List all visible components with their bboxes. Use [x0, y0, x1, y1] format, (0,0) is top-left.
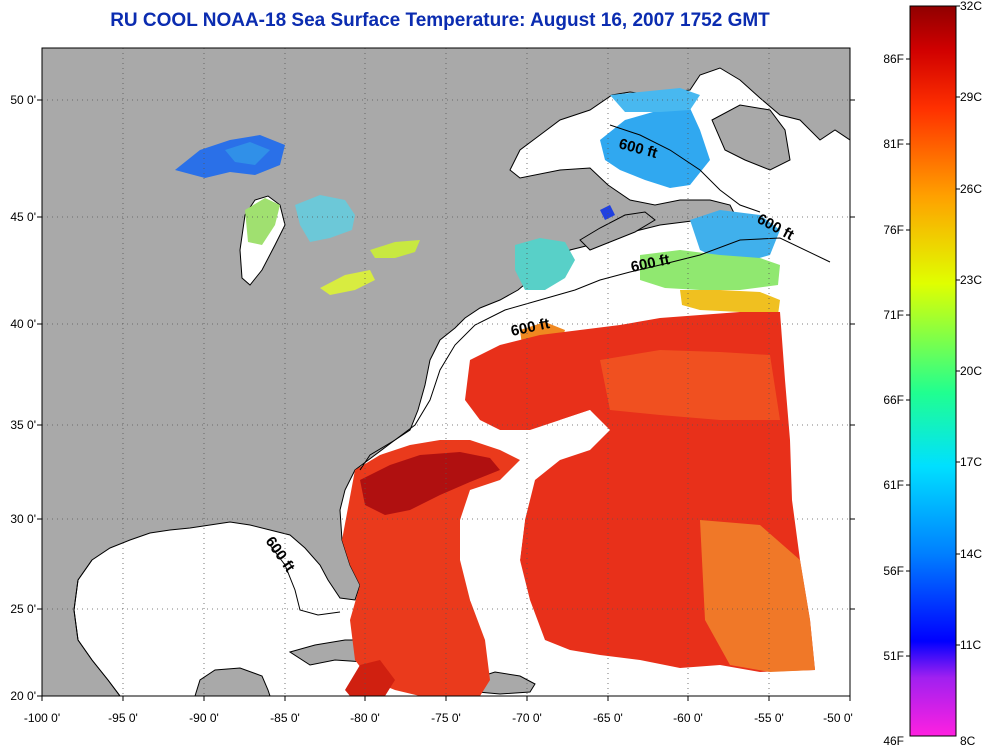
sst-cold-region: [175, 88, 780, 295]
colorbar-label-c: 17C: [960, 455, 982, 469]
colorbar-label-c: 20C: [960, 364, 982, 378]
lon-tick-label: -80 0': [350, 711, 380, 725]
colorbar-label-c: 8C: [960, 734, 976, 748]
sst-mid-region: [520, 250, 780, 350]
lon-tick-label: -70 0': [512, 711, 542, 725]
colorbar-label-f: 71F: [883, 308, 904, 322]
graticule: [42, 48, 850, 696]
land-yucatan: [194, 667, 271, 696]
colorbar-label-c: 14C: [960, 547, 982, 561]
colorbar-label-c: 29C: [960, 90, 982, 104]
colorbar-label-c: 26C: [960, 182, 982, 196]
lon-tick-label: -60 0': [673, 711, 703, 725]
colorbar-label-f: 46F: [883, 734, 904, 748]
colorbar-label-c: 23C: [960, 273, 982, 287]
lat-tick-label: 45 0': [10, 210, 36, 224]
colorbar-label-f: 76F: [883, 223, 904, 237]
lon-tick-label: -85 0': [270, 711, 300, 725]
lon-tick-label: -90 0': [189, 711, 219, 725]
colorbar-label-c: 11C: [960, 638, 981, 652]
sst-warm-region: [342, 312, 815, 696]
colorbar-label-f: 56F: [883, 564, 904, 578]
axis-ticks: [37, 99, 855, 701]
colorbar-label-f: 66F: [883, 393, 904, 407]
colorbar-label-c: 32C: [960, 0, 982, 13]
lon-tick-label: -95 0': [108, 711, 138, 725]
lat-tick-label: 25 0': [10, 602, 36, 616]
lat-tick-label: 35 0': [10, 418, 36, 432]
colorbar-ticks: [906, 5, 960, 657]
isobath-600ft: [73, 124, 831, 696]
lat-tick-label: 40 0': [10, 317, 36, 331]
colorbar-label-f: 61F: [883, 478, 904, 492]
colorbar-label-f: 81F: [883, 137, 904, 151]
colorbar-label-f: 51F: [883, 649, 904, 663]
page-title: RU COOL NOAA-18 Sea Surface Temperature:…: [110, 10, 770, 31]
lon-tick-label: -55 0': [754, 711, 784, 725]
lon-tick-label: -65 0': [593, 711, 623, 725]
lat-tick-label: 30 0': [10, 512, 36, 526]
lon-tick-label: -100 0': [24, 711, 60, 725]
colorbar: [909, 5, 957, 737]
land-newfoundland: [711, 104, 791, 171]
lon-tick-label: -75 0': [431, 711, 461, 725]
lat-tick-label: 20 0': [10, 689, 36, 703]
colorbar-label-f: 86F: [883, 52, 904, 66]
lon-tick-label: -50 0': [823, 711, 853, 725]
lat-tick-label: 50 0': [10, 93, 36, 107]
